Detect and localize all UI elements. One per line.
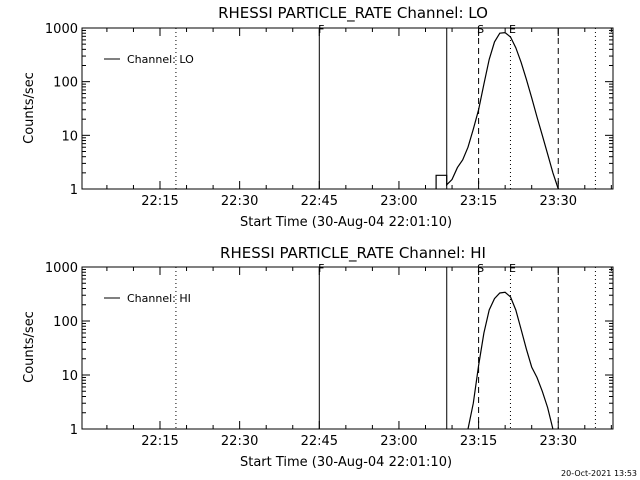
event-marker-label: E — [509, 23, 516, 36]
chart-title: RHESSI PARTICLE_RATE Channel: LO — [218, 4, 488, 23]
x-tick-label: 22:45 — [301, 194, 338, 209]
legend-label: Channel: LO — [127, 53, 194, 66]
y-tick-label: 10 — [61, 129, 78, 144]
y-tick-label: 1000 — [45, 261, 78, 276]
x-axis-label: Start Time (30-Aug-04 22:01:10) — [240, 215, 452, 230]
y-tick-label: 100 — [53, 76, 78, 91]
event-marker-label: S — [477, 262, 484, 275]
x-tick-label: 23:00 — [380, 194, 417, 209]
x-axis-label: Start Time (30-Aug-04 22:01:10) — [240, 455, 452, 470]
plot-frame — [81, 266, 614, 430]
x-tick-label: 22:15 — [141, 194, 178, 209]
series-line — [435, 31, 559, 190]
y-axis-label: Counts/sec — [22, 311, 37, 383]
x-tick-label: 23:15 — [460, 194, 497, 209]
y-tick-label: 1 — [70, 183, 78, 198]
y-tick-label: 1 — [70, 423, 78, 438]
timestamp-label: 20-Oct-2021 13:53 — [561, 469, 637, 478]
y-axis-label: Counts/sec — [22, 72, 37, 144]
event-marker-label: S — [477, 23, 484, 36]
legend-label: Channel: HI — [127, 292, 191, 305]
x-tick-label: 23:30 — [540, 434, 577, 449]
x-tick-label: 22:45 — [301, 434, 338, 449]
plot-frame — [81, 27, 614, 190]
x-tick-label: 22:15 — [141, 434, 178, 449]
x-tick-label: 22:30 — [221, 434, 258, 449]
event-marker-label: F — [318, 23, 324, 36]
x-tick-label: 23:15 — [460, 434, 497, 449]
x-tick-label: 22:30 — [221, 194, 258, 209]
series-line — [467, 291, 554, 430]
y-tick-label: 1000 — [45, 22, 78, 37]
hi-channel-panel: RHESSI PARTICLE_RATE Channel: HI Counts/… — [22, 244, 614, 470]
lo-channel-panel: RHESSI PARTICLE_RATE Channel: LO Counts/… — [22, 4, 614, 230]
y-tick-label: 10 — [61, 369, 78, 384]
x-tick-label: 23:30 — [540, 194, 577, 209]
chart-title: RHESSI PARTICLE_RATE Channel: HI — [220, 244, 486, 263]
event-marker-label: E — [509, 262, 516, 275]
y-tick-label: 100 — [53, 315, 78, 330]
event-marker-label: F — [318, 262, 324, 275]
x-tick-label: 23:00 — [380, 434, 417, 449]
